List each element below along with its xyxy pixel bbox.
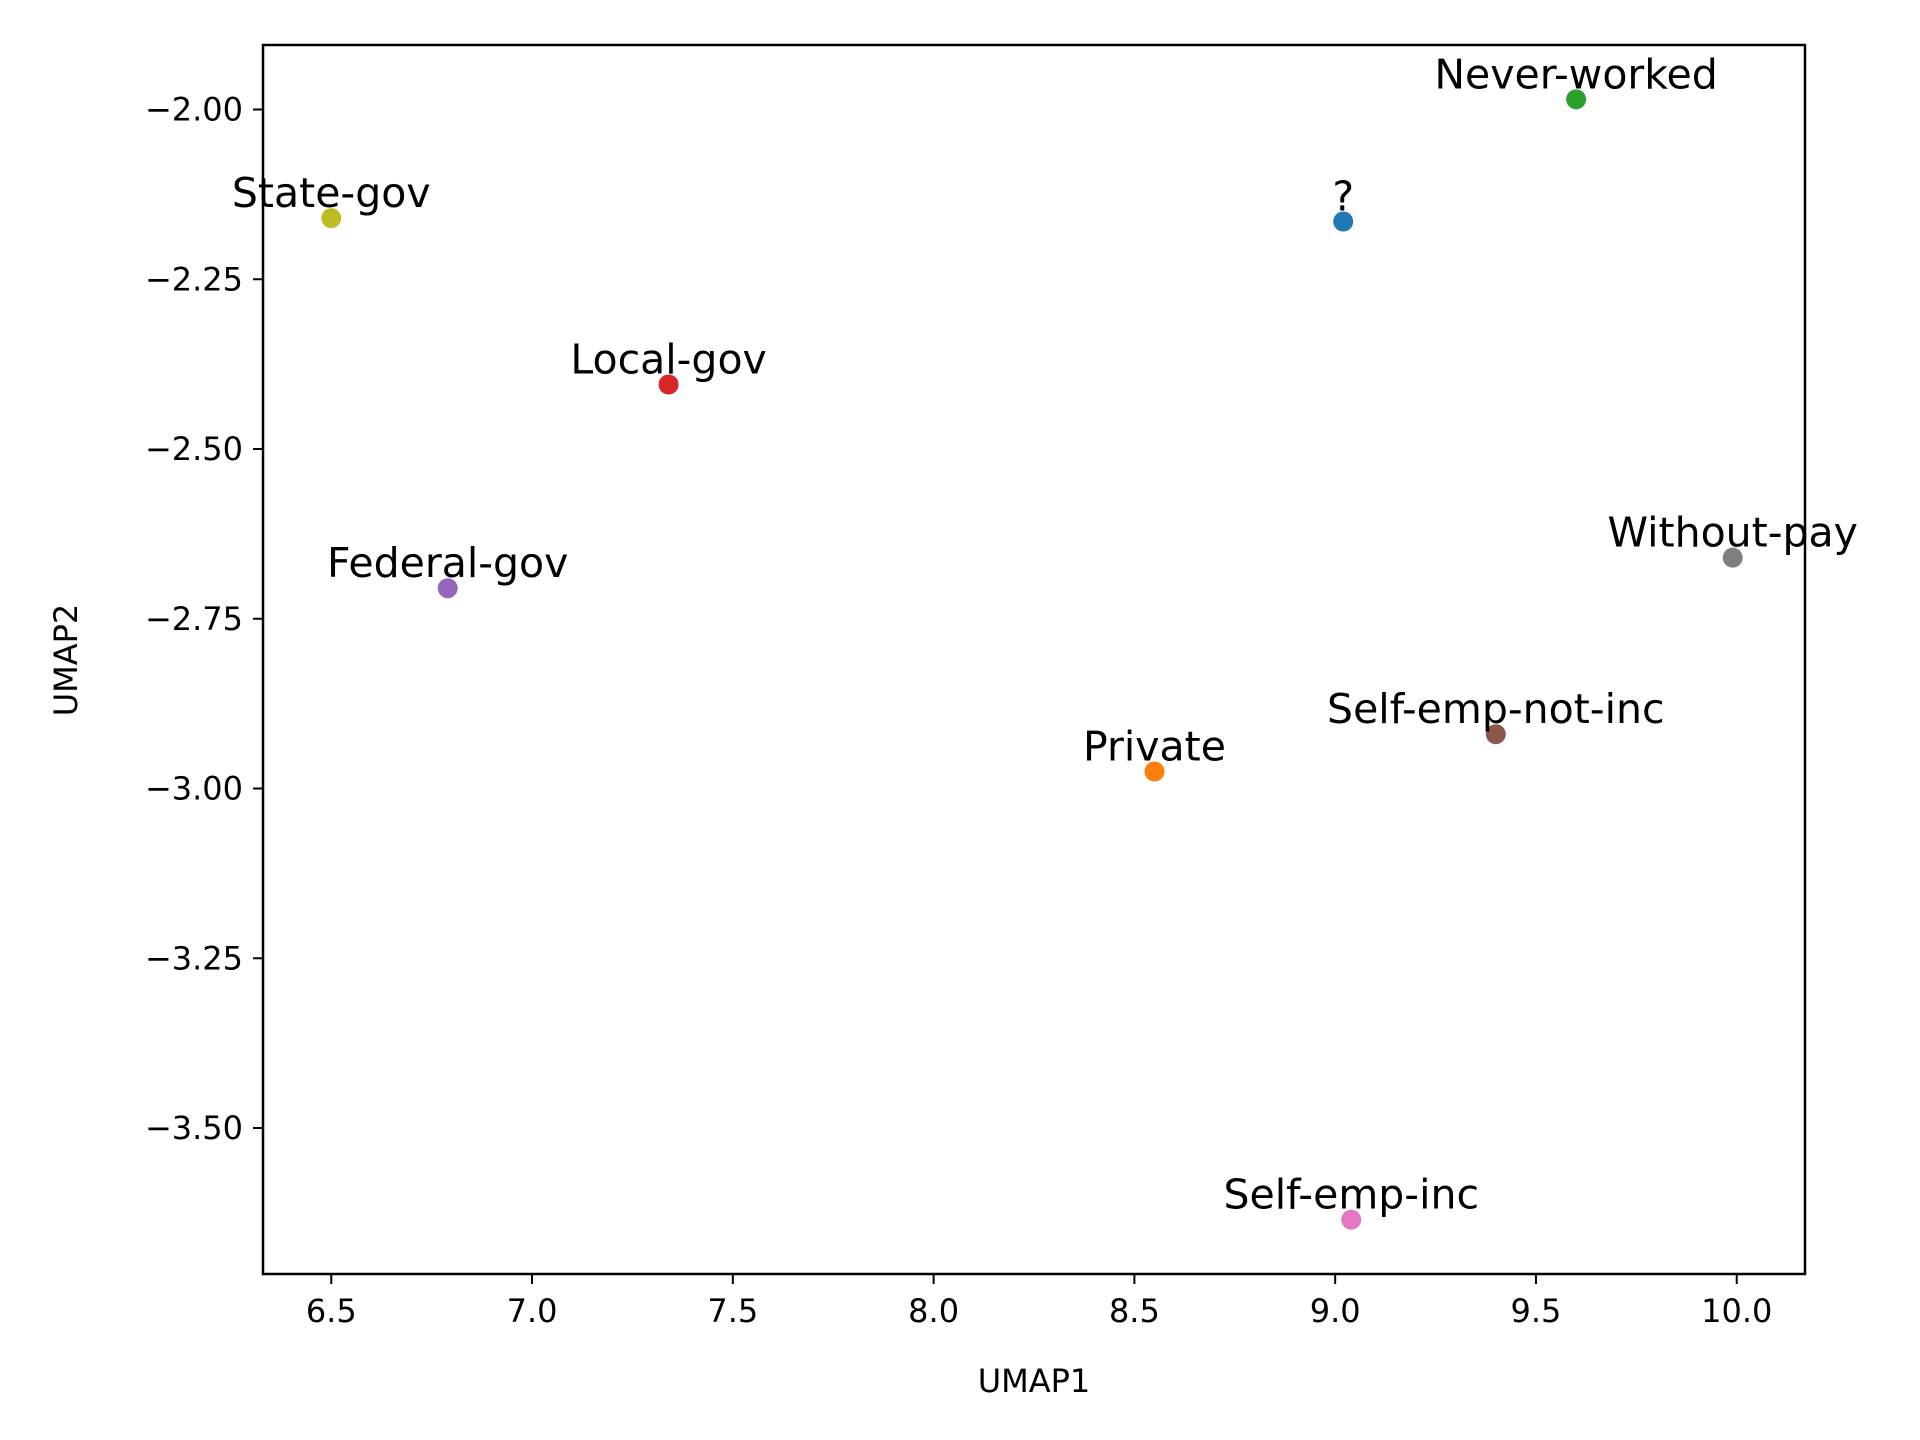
plot-frame <box>261 43 1807 1276</box>
x-tick-label: 10.0 <box>1701 1292 1772 1330</box>
data-point <box>437 578 458 599</box>
data-point <box>1566 89 1587 110</box>
x-tick-label: 7.5 <box>707 1292 758 1330</box>
y-tick-label: −2.00 <box>145 91 243 129</box>
x-axis-label: UMAP1 <box>978 1362 1091 1400</box>
data-point-label: Never-worked <box>1434 50 1717 98</box>
y-axis: −2.00 −2.25 −2.50 −2.75 −3.00 −3.25 −3.50 <box>145 91 263 1147</box>
y-tick-label: −3.25 <box>145 939 243 977</box>
y-axis-label: UMAP2 <box>47 604 85 717</box>
data-point-label: State-gov <box>232 169 431 217</box>
point-labels: ? Private Never-worked Local-gov Federal-gov… <box>232 50 1858 1218</box>
y-tick-label: −2.50 <box>145 430 243 468</box>
x-tick-label: 8.0 <box>908 1292 959 1330</box>
x-axis: 6.5 7.0 7.5 8.0 8.5 9.0 9.5 10.0 <box>306 1274 1772 1330</box>
data-point-label: Without-pay <box>1607 509 1857 557</box>
data-point <box>321 208 342 229</box>
data-point-label: Local-gov <box>570 336 766 384</box>
x-tick-label: 6.5 <box>306 1292 357 1330</box>
y-tick-label: −3.00 <box>145 770 243 808</box>
data-point-label: ? <box>1332 173 1354 221</box>
y-tick-label: −3.50 <box>145 1109 243 1147</box>
data-point-label: Self-emp-inc <box>1223 1171 1479 1219</box>
data-point-label: Federal-gov <box>327 539 568 587</box>
data-point <box>658 374 679 395</box>
x-tick-label: 9.0 <box>1310 1292 1361 1330</box>
data-point <box>1333 211 1354 232</box>
data-point <box>1144 761 1165 782</box>
data-point-label: Private <box>1083 723 1226 771</box>
data-points <box>321 89 1743 1230</box>
data-point <box>1485 724 1506 745</box>
data-point <box>1341 1209 1362 1230</box>
y-tick-label: −2.75 <box>145 600 243 638</box>
x-tick-label: 8.5 <box>1109 1292 1160 1330</box>
y-tick-label: −2.25 <box>145 260 243 298</box>
data-point-label: Self-emp-not-inc <box>1327 685 1664 733</box>
data-point <box>1722 547 1743 568</box>
x-tick-label: 7.0 <box>507 1292 558 1330</box>
x-tick-label: 9.5 <box>1511 1292 1562 1330</box>
